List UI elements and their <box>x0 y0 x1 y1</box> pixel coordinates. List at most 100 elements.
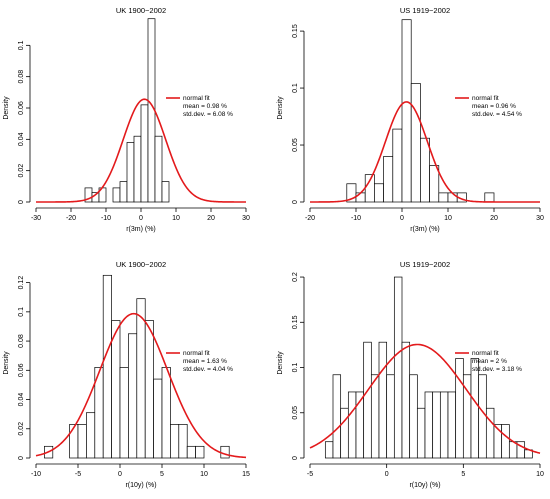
y-tick-label: 0.06 <box>18 363 25 377</box>
legend-mean: mean = 0.98 % <box>183 103 227 110</box>
x-axis-label: r(10y) (%) <box>125 482 156 489</box>
panel-4: US 1919−2002 -5 0 5 10 r(10y) (%) 0 0.05 0.1 0.15… <box>277 260 544 489</box>
x-tick-label: 0 <box>385 471 389 478</box>
x-tick-label: 5 <box>160 471 164 478</box>
histogram-bar <box>153 378 163 459</box>
x-axis-label: r(3m) (%) <box>410 226 440 233</box>
histogram-bar <box>77 424 87 459</box>
y-axis-label: Density <box>3 96 10 120</box>
legend-std-dev: std.dev. = 6.08 % <box>183 111 233 118</box>
histogram-bar <box>140 104 149 203</box>
x-tick-label: 10 <box>200 471 208 478</box>
y-tick-label: 0.12 <box>18 276 25 290</box>
normal-fit-curve <box>309 343 541 454</box>
y-tick-label: 0.05 <box>292 138 299 152</box>
x-tick-label: -5 <box>75 471 81 478</box>
histogram-bar <box>364 174 375 203</box>
x-tick-label: 5 <box>461 471 465 478</box>
y-tick-label: 0.15 <box>292 24 299 38</box>
chart-title: US 1919−2002 <box>400 260 450 269</box>
histogram-bar <box>392 128 403 203</box>
x-axis-label: r(3m) (%) <box>126 226 156 233</box>
histogram-bar <box>126 142 135 203</box>
y-tick-label: 0.02 <box>18 422 25 436</box>
histogram-bar <box>355 192 366 203</box>
histogram-bar <box>393 276 403 459</box>
histogram-bar <box>220 445 230 459</box>
histogram-bar <box>136 298 146 459</box>
histogram-bar <box>439 391 449 459</box>
histogram-bar <box>119 181 128 203</box>
histogram-bar <box>111 320 121 459</box>
x-tick-label: -20 <box>305 215 315 222</box>
y-tick-label: 0.04 <box>18 393 25 407</box>
histogram-bar <box>401 19 412 203</box>
y-tick-label: 0 <box>292 456 299 460</box>
histogram-bar <box>363 341 372 459</box>
histogram-bar <box>86 412 96 459</box>
histogram-bar <box>112 187 121 203</box>
x-tick-label: 30 <box>242 215 250 222</box>
histogram-bar <box>154 135 163 203</box>
x-tick-label: 10 <box>172 215 180 222</box>
x-tick-label: -30 <box>31 215 41 222</box>
y-tick-label: 0 <box>292 200 299 204</box>
histogram-bar <box>370 374 380 459</box>
histogram-bar <box>383 156 394 203</box>
histogram-bar <box>324 441 334 459</box>
x-tick-label: 10 <box>536 471 544 478</box>
y-axis-label: Density <box>277 351 284 375</box>
x-axis-label: r(10y) (%) <box>409 482 440 489</box>
x-tick-label: 20 <box>490 215 498 222</box>
x-tick-label: -20 <box>66 215 76 222</box>
y-tick-label: 0.1 <box>292 363 299 373</box>
y-tick-label: 0 <box>18 200 25 204</box>
histogram-bar <box>170 424 180 459</box>
y-tick-label: 0.04 <box>18 132 25 146</box>
histogram-bar <box>470 358 480 459</box>
panel-2: US 1919−2002 -20 -10 0 10 20 30 r(3m) (%) 0 0.05 0… <box>277 6 544 233</box>
x-tick-label: 15 <box>242 471 250 478</box>
histogram-bar <box>501 424 510 459</box>
y-tick-label: 0.2 <box>292 272 299 282</box>
histogram-bar <box>332 374 342 459</box>
histogram-bar <box>409 374 418 459</box>
histogram-bar <box>102 274 112 459</box>
histogram-bar <box>119 367 129 459</box>
histogram-bar <box>340 407 349 459</box>
histogram-bar <box>69 424 79 459</box>
legend-label: normal fit <box>472 95 499 102</box>
histogram-bar <box>438 192 449 203</box>
y-axis-label: Density <box>3 351 10 375</box>
y-tick-label: 0.02 <box>18 164 25 178</box>
histogram-bar <box>447 391 457 459</box>
x-tick-label: -10 <box>351 215 361 222</box>
x-tick-label: 0 <box>400 215 404 222</box>
y-axis-label: Density <box>277 96 284 120</box>
x-tick-label: 30 <box>536 215 544 222</box>
chart-title: UK 1900−2002 <box>116 260 166 269</box>
histogram-bar <box>429 165 440 203</box>
chart-title: UK 1900−2002 <box>116 6 166 15</box>
histogram-bar <box>374 183 384 203</box>
histogram-bar <box>378 341 388 459</box>
histogram-bar <box>133 135 142 203</box>
histogram-bar <box>485 407 495 459</box>
x-tick-label: -5 <box>307 471 313 478</box>
histogram-bar <box>386 374 395 459</box>
panel-3: UK 1900−2002-10 -5 0 5 10 15r(10y) (%)00.020.… <box>3 260 250 489</box>
y-tick-label: 0 <box>18 456 25 460</box>
y-tick-label: 0.08 <box>18 70 25 84</box>
histogram-bar <box>128 333 138 459</box>
panel-1: UK 1900−2002 -30 -20 -10 0 10 20 30 r(3m) (%) 0 0.… <box>3 6 250 233</box>
legend-mean: mean = 1.63 % <box>183 358 227 365</box>
histogram-bar <box>484 192 495 203</box>
histogram-bar <box>416 407 426 459</box>
normal-fit-curve <box>36 98 246 203</box>
x-tick-label: 10 <box>444 215 452 222</box>
x-tick-label: 20 <box>207 215 215 222</box>
y-tick-label: 0.06 <box>18 101 25 115</box>
histogram-bar <box>195 445 205 459</box>
